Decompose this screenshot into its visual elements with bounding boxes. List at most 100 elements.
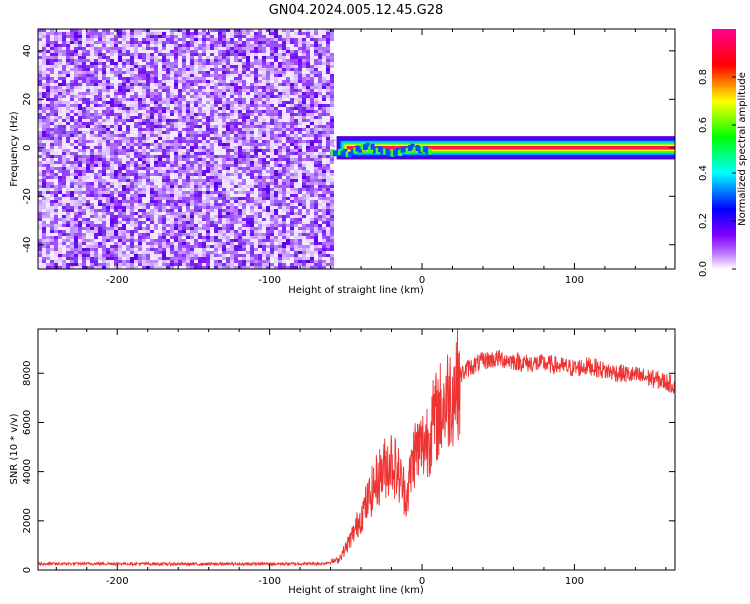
noise-cell (166, 86, 170, 92)
noise-cell (250, 86, 254, 92)
noise-cell (238, 233, 242, 236)
noise-cell (50, 206, 54, 212)
noise-cell (50, 203, 54, 206)
noise-cell (246, 65, 250, 68)
noise-cell (290, 98, 294, 104)
noise-cell (318, 35, 322, 38)
noise-cell (262, 107, 266, 110)
noise-cell (142, 140, 146, 143)
noise-cell (214, 251, 218, 254)
noise-cell (62, 179, 66, 182)
noise-cell (150, 89, 154, 92)
noise-cell (306, 146, 310, 149)
noise-cell (210, 155, 214, 158)
noise-cell (126, 68, 130, 74)
noise-cell (234, 128, 238, 131)
noise-cell (102, 167, 106, 170)
noise-cell (218, 188, 222, 191)
noise-cell (158, 176, 162, 179)
noise-cell (274, 203, 278, 206)
noise-cell (186, 254, 190, 257)
noise-cell (194, 77, 198, 80)
noise-cell (258, 170, 262, 173)
noise-cell (182, 191, 186, 194)
noise-cell (102, 113, 106, 116)
noise-cell (58, 35, 62, 38)
noise-cell (182, 128, 186, 131)
noise-cell (38, 155, 42, 158)
noise-cell (38, 209, 42, 212)
noise-cell (54, 191, 58, 194)
noise-cell (198, 170, 202, 176)
noise-cell (66, 236, 70, 239)
noise-cell (122, 215, 126, 218)
noise-cell (326, 146, 330, 149)
noise-cell (266, 170, 270, 173)
noise-cell (250, 137, 254, 140)
noise-cell (162, 68, 166, 71)
noise-cell (42, 167, 46, 170)
noise-cell (270, 131, 274, 134)
noise-cell (298, 254, 302, 257)
noise-cell (142, 197, 146, 200)
noise-cell (38, 224, 42, 227)
noise-cell (266, 98, 270, 101)
noise-cell (306, 92, 310, 95)
noise-cell (114, 200, 118, 203)
noise-cell (118, 134, 122, 137)
noise-cell (242, 209, 246, 212)
noise-cell (66, 104, 70, 107)
noise-cell (182, 77, 186, 80)
noise-cell (254, 56, 258, 62)
noise-cell (70, 104, 74, 107)
noise-cell (42, 104, 46, 107)
noise-cell (74, 176, 78, 179)
noise-cell (202, 146, 206, 149)
noise-cell (282, 236, 286, 239)
noise-cell (218, 50, 222, 53)
noise-cell (226, 263, 230, 266)
noise-cell (210, 194, 214, 197)
noise-cell (58, 107, 62, 113)
noise-cell (230, 68, 234, 71)
noise-cell (130, 83, 134, 86)
noise-cell (78, 47, 82, 50)
noise-cell (226, 125, 230, 131)
noise-cell (246, 146, 250, 149)
noise-cell (50, 164, 54, 167)
noise-cell (226, 131, 230, 137)
noise-cell (258, 134, 262, 137)
noise-cell (50, 104, 54, 107)
noise-cell (238, 122, 242, 125)
noise-cell (298, 104, 302, 107)
noise-cell (262, 101, 266, 104)
noise-cell (142, 47, 146, 50)
noise-cell (198, 59, 202, 62)
noise-cell (42, 137, 46, 140)
noise-cell (166, 173, 170, 176)
noise-cell (110, 233, 114, 236)
noise-cell (62, 44, 66, 47)
noise-cell (198, 191, 202, 197)
noise-cell (194, 158, 198, 161)
noise-cell (110, 215, 114, 218)
noise-cell (146, 191, 150, 194)
noise-cell (66, 107, 70, 110)
noise-cell (286, 209, 290, 212)
noise-cell (182, 260, 186, 263)
noise-cell (62, 239, 66, 242)
noise-cell (254, 68, 258, 74)
noise-cell (282, 158, 286, 161)
noise-cell (162, 101, 166, 104)
noise-cell (150, 101, 154, 104)
noise-cell (250, 173, 254, 179)
noise-cell (314, 242, 318, 245)
noise-cell (234, 56, 238, 62)
noise-cell (186, 170, 190, 173)
noise-cell (294, 170, 298, 173)
noise-cell (190, 113, 194, 116)
noise-cell (186, 155, 190, 158)
noise-cell (194, 89, 198, 92)
noise-cell (326, 230, 330, 236)
noise-cell (102, 98, 106, 101)
